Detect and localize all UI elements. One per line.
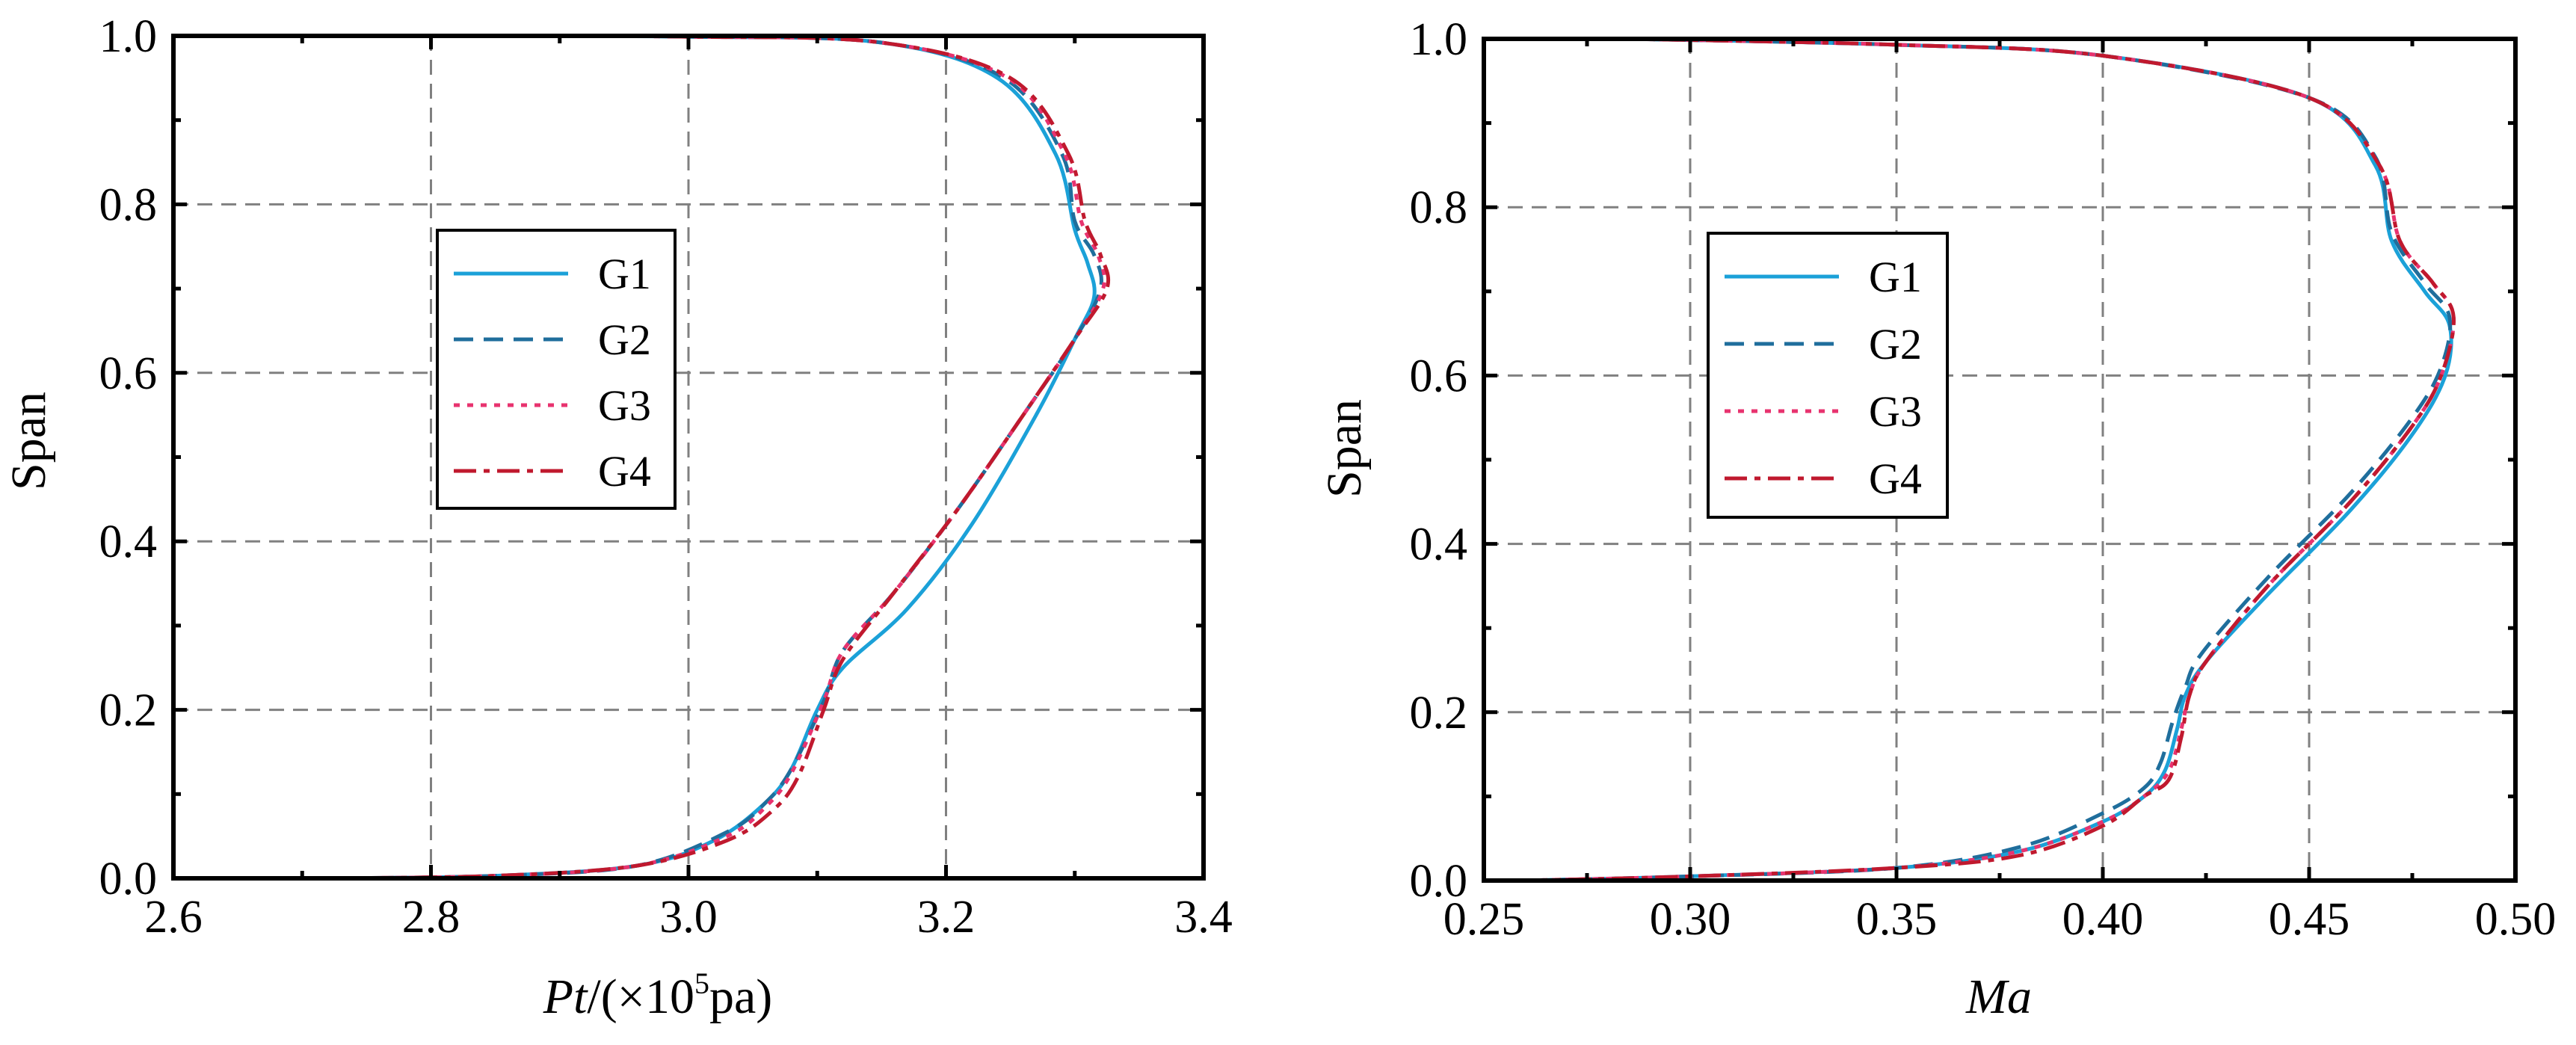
legend-label-g2: G2 (598, 315, 651, 364)
series-line-g1 (1525, 37, 2453, 883)
series-line-g3 (327, 34, 1106, 881)
y-tick-label: 0.0 (1410, 856, 1468, 907)
y-tick-label: 0.6 (1410, 351, 1468, 401)
series-lines (327, 34, 1111, 881)
legend-label-g3: G3 (598, 381, 651, 430)
gridlines (173, 36, 1204, 878)
y-tick-label: 0.4 (1410, 520, 1468, 570)
y-tick-label: 0.8 (99, 179, 158, 230)
x-tick-label: 0.30 (1650, 894, 1731, 945)
y-tick-label: 0.4 (99, 517, 158, 567)
legend: G1 G2 G3 G4 (436, 229, 677, 510)
x-tick-label: 0.45 (2269, 894, 2350, 945)
tick-labels: 2.6 2.8 3.0 3.2 3.4 0.0 0.2 0.4 0.6 0.8 1.0 (99, 11, 1233, 943)
x-tick-label: 0.50 (2475, 894, 2557, 945)
y-tick-label: 0.0 (99, 854, 158, 904)
x-axis-title: Ma (1965, 970, 2032, 1024)
tick-labels: 0.25 0.30 0.35 0.40 0.45 0.50 0.0 0.2 0.4 0.6 0.8 1… (1410, 14, 2557, 945)
x-tick-label: 3.4 (1174, 892, 1233, 943)
tick-marks (171, 34, 1206, 881)
series-lines (1525, 37, 2456, 883)
series-line-g3 (1525, 37, 2456, 883)
y-tick-label: 0.2 (1410, 688, 1468, 739)
legend-label-g1: G1 (598, 250, 651, 298)
x-tick-label: 3.0 (659, 892, 718, 943)
legend-label-g3: G3 (1869, 387, 1922, 436)
series-line-g4 (327, 34, 1111, 881)
legend-label-g4: G4 (598, 447, 651, 496)
y-tick-label: 1.0 (99, 11, 158, 62)
y-tick-label: 0.6 (99, 348, 158, 399)
legend-box (436, 229, 677, 510)
legend-label-g1: G1 (1869, 253, 1922, 301)
legend-label-g2: G2 (1869, 320, 1922, 369)
x-tick-label: 2.6 (144, 892, 203, 943)
x-tick-label: 0.35 (1856, 894, 1938, 945)
tick-marks (1482, 37, 2518, 883)
legend-box (1707, 232, 1949, 519)
legend-label-g4: G4 (1869, 454, 1922, 503)
y-tick-label: 0.2 (99, 685, 158, 736)
x-axis-title: Pt/(×105pa) (543, 967, 772, 1024)
y-axis-title: Span (1, 392, 56, 490)
chart-pt: 2.6 2.8 3.0 3.2 3.4 0.0 0.2 0.4 0.6 0.8 1.0 Span P… (1, 11, 1233, 1024)
chart-ma: 0.25 0.30 0.35 0.40 0.45 0.50 0.0 0.2 0.4 0.6 0.8 1… (1317, 14, 2556, 1024)
x-tick-label: 0.40 (2062, 894, 2144, 945)
series-line-g4 (1525, 37, 2456, 883)
plot-frame (1482, 37, 2518, 883)
x-tick-label: 2.8 (402, 892, 460, 943)
legend: G1 G2 G3 G4 (1707, 232, 1949, 519)
series-line-g2 (1525, 37, 2453, 883)
x-tick-label: 3.2 (917, 892, 976, 943)
y-axis-title: Span (1317, 399, 1372, 498)
y-tick-label: 0.8 (1410, 182, 1468, 233)
y-tick-label: 1.0 (1410, 14, 1468, 65)
gridlines (1484, 39, 2515, 881)
x-tick-label: 0.25 (1443, 894, 1525, 945)
